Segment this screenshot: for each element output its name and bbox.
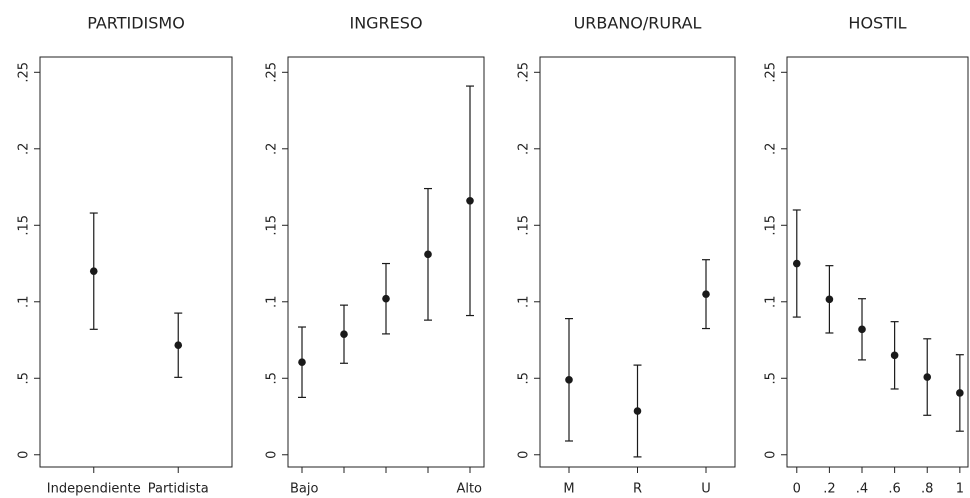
point [340,330,348,339]
y-tick-label: .25 [265,62,280,83]
plot-frame [786,56,969,468]
x-tick-label: Independiente [47,482,141,497]
y-tick-label: 0 [265,451,280,459]
y-tick-label: .15 [17,215,32,236]
panel-title: PARTIDISMO [87,14,185,33]
point [858,325,866,334]
x-tick-label: Alto [456,482,482,497]
point [382,294,390,303]
x-tick-label: Bajo [290,482,318,497]
point [424,250,432,259]
y-tick-label: .1 [17,296,32,308]
point [565,375,573,384]
plot-frame [39,56,233,468]
x-tick-label: 0 [793,482,801,497]
x-tick-label: .6 [888,482,900,497]
x-tick-label: R [633,482,642,497]
plot-frame [287,56,485,468]
point [298,358,306,367]
y-tick-label: .1 [764,296,779,308]
point [633,407,642,415]
y-tick-label: 0 [764,451,779,459]
point [702,290,710,298]
x-tick-label: 1 [956,482,964,497]
panel-title: HOSTIL [848,14,906,33]
y-tick-label: .5 [764,372,779,384]
y-tick-label: .25 [17,62,32,83]
point [923,373,932,381]
panel-title: INGRESO [349,14,422,33]
y-tick-label: 0 [17,451,32,459]
x-tick-label: .4 [856,482,868,497]
y-tick-label: .2 [764,143,779,155]
y-tick-label: .2 [517,143,532,155]
point [792,259,801,268]
point [956,389,964,397]
point [890,351,899,360]
y-tick-label: .15 [265,215,280,236]
x-tick-label: U [701,482,711,497]
x-tick-label: Partidista [148,482,209,497]
point [89,267,98,275]
y-tick-label: .1 [265,296,280,308]
y-tick-label: .15 [764,215,779,236]
y-tick-label: .2 [265,143,280,155]
y-tick-label: .25 [764,62,779,83]
point [825,295,834,304]
y-tick-label: .5 [265,372,280,384]
y-tick-label: .2 [17,143,32,155]
y-tick-label: .1 [517,296,532,308]
x-tick-label: .8 [921,482,933,497]
x-tick-label: M [563,482,574,497]
panel-title: URBANO/RURAL [574,14,702,33]
point [174,341,183,350]
x-tick-label: .2 [823,482,835,497]
y-tick-label: 0 [517,451,532,459]
y-tick-label: .5 [517,372,532,384]
point [466,197,474,205]
y-tick-label: .25 [517,62,532,83]
y-tick-label: .5 [17,372,32,384]
y-tick-label: .15 [517,215,532,236]
